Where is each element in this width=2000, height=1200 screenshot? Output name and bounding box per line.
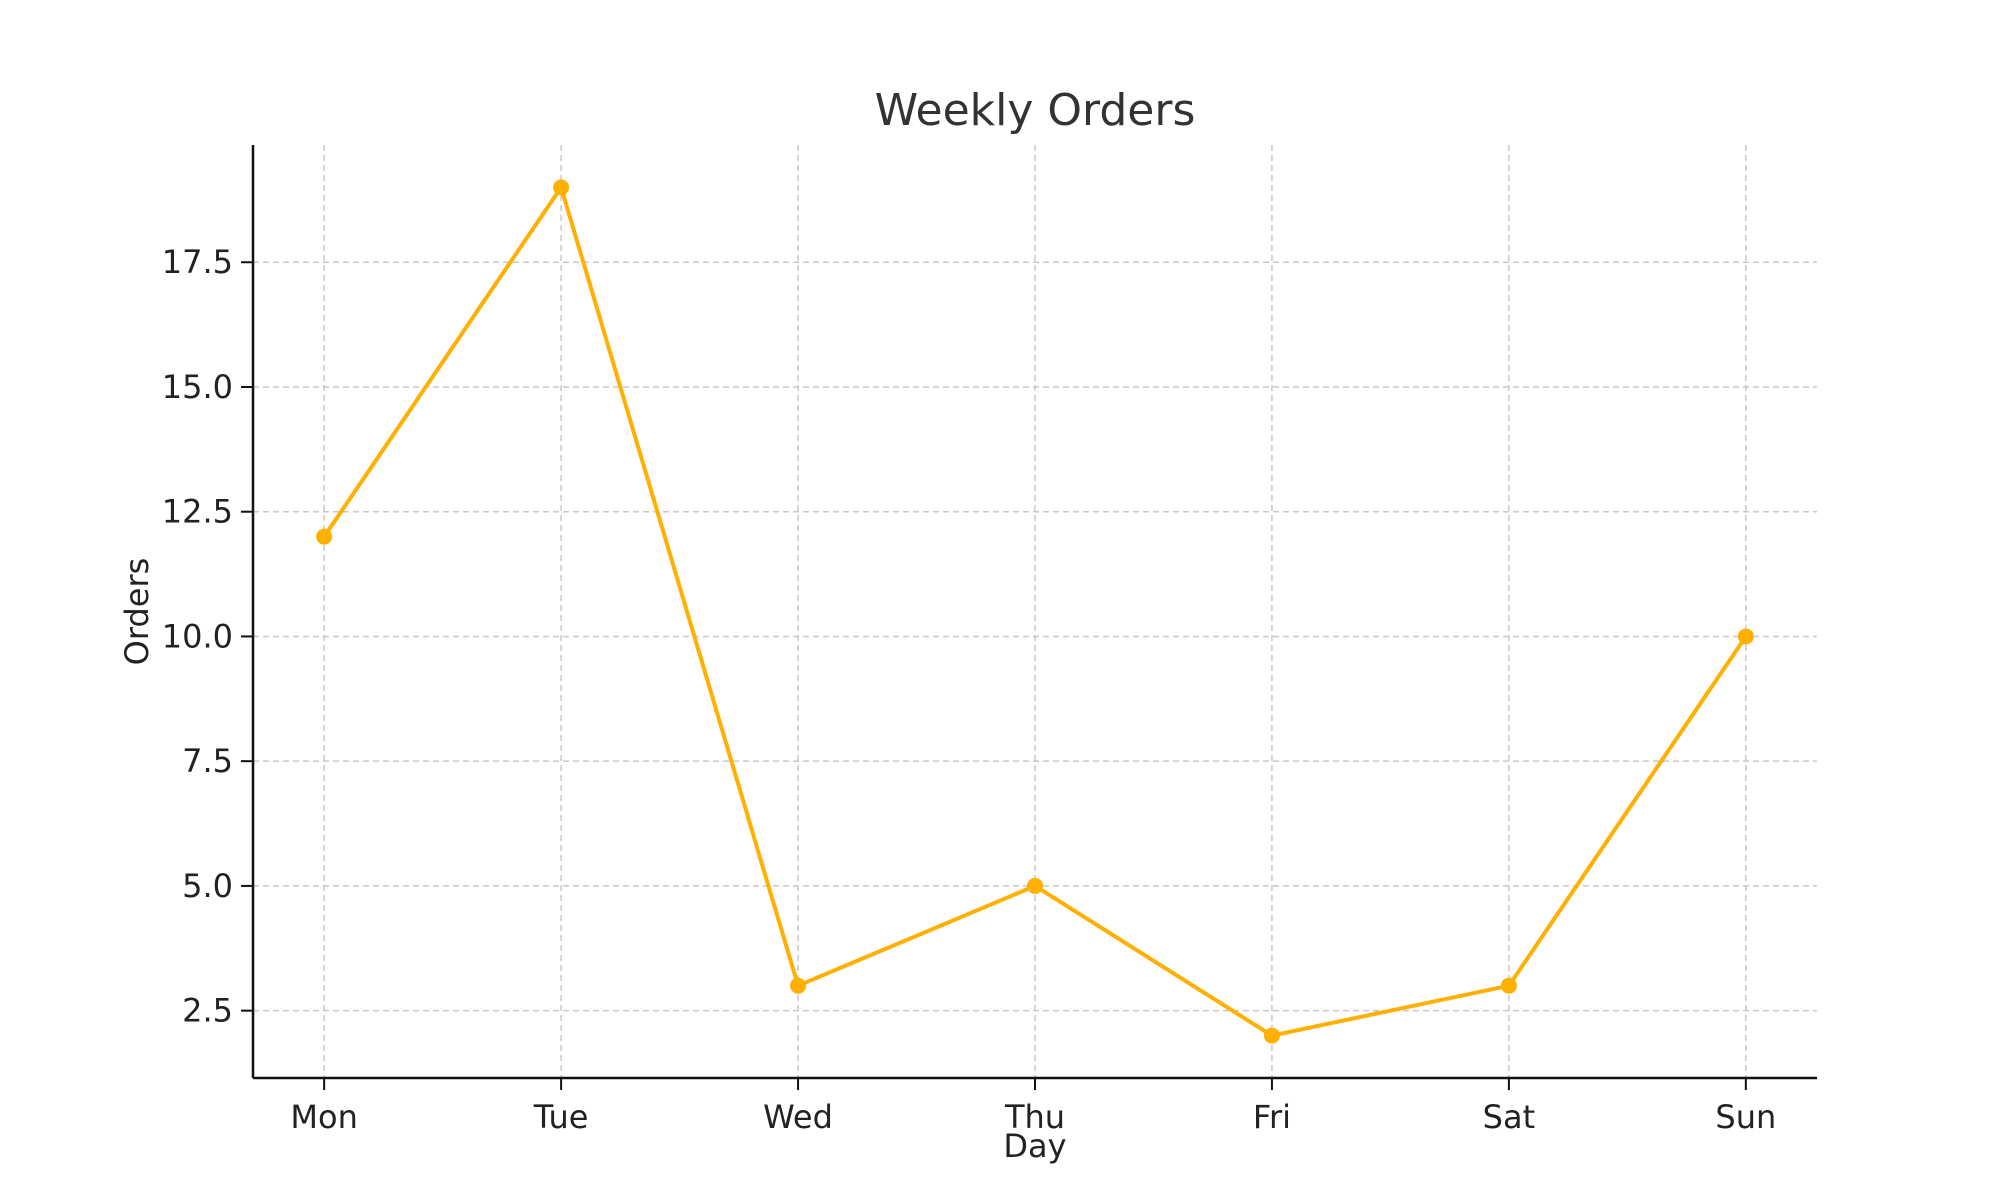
y-tick-label: 2.5 xyxy=(182,992,233,1030)
data-point-mon xyxy=(316,528,333,545)
x-tick-label: Fri xyxy=(1253,1098,1291,1136)
x-tick-label: Sun xyxy=(1715,1098,1776,1136)
data-point-tue xyxy=(553,179,570,196)
data-point-sat xyxy=(1500,977,1517,994)
x-axis-label: Day xyxy=(1003,1127,1066,1165)
chart-title: Weekly Orders xyxy=(875,85,1196,136)
y-tick-label: 15.0 xyxy=(162,368,233,406)
series-layer xyxy=(316,179,1754,1044)
x-ticks: Mon Tue Wed Thu Fri Sat Sun xyxy=(290,1078,1776,1136)
x-tick-label: Wed xyxy=(763,1098,833,1136)
y-ticks: 2.5 5.0 7.5 10.0 12.5 15.0 17.5 xyxy=(162,243,253,1030)
y-axis-label: Orders xyxy=(118,558,156,666)
x-tick-label: Sat xyxy=(1483,1098,1535,1136)
y-tick-label: 10.0 xyxy=(162,617,233,655)
x-tick-label: Mon xyxy=(290,1098,357,1136)
y-tick-label: 5.0 xyxy=(182,867,233,905)
grid-layer xyxy=(253,145,1817,1078)
data-point-fri xyxy=(1263,1027,1280,1044)
x-tick-label: Tue xyxy=(533,1098,589,1136)
data-point-wed xyxy=(790,977,807,994)
x-tick-label: Thu xyxy=(1004,1098,1065,1136)
data-point-thu xyxy=(1027,877,1043,894)
y-tick-label: 12.5 xyxy=(162,493,233,531)
y-tick-label: 7.5 xyxy=(182,742,233,780)
y-tick-label: 17.5 xyxy=(162,243,233,281)
data-point-sun xyxy=(1737,628,1754,645)
